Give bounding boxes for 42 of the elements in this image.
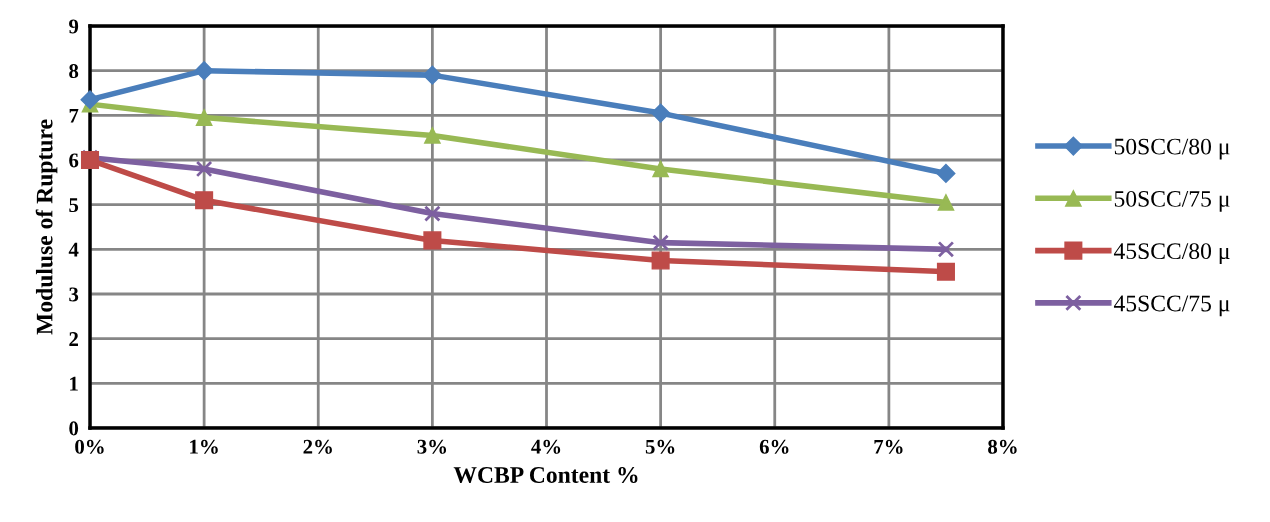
point: [423, 231, 442, 250]
point: [937, 194, 955, 211]
x-tick-label: 1%: [190, 439, 218, 454]
x-tick-label: 4%: [531, 439, 561, 454]
y-axis-title: Moduluse of Rupture: [35, 119, 58, 335]
point: [651, 103, 671, 123]
y-tick-label: 8: [69, 64, 79, 79]
point: [937, 241, 955, 258]
point: [652, 234, 669, 251]
point: [80, 90, 100, 110]
y-tick-label: 6: [69, 153, 79, 168]
x-tick-label: 3%: [417, 439, 447, 454]
x-tick-label: 6%: [759, 439, 789, 454]
x-tick-label: 5%: [645, 439, 675, 454]
x-axis-title: WCBP Content %: [453, 467, 638, 484]
point: [424, 205, 441, 222]
legend-label: 50SCC/80 μ: [1114, 138, 1230, 160]
y-tick-label: 5: [69, 198, 79, 213]
x-tick-label: 7%: [874, 439, 903, 454]
x-tick-label: 0%: [75, 439, 104, 454]
y-tick-label: 7: [69, 108, 79, 123]
point: [195, 160, 213, 178]
x-tick-label: 2%: [303, 439, 332, 454]
y-tick-label: 0: [69, 421, 79, 436]
y-tick-label: 2: [69, 332, 78, 346]
y-tick-label: 9: [69, 19, 79, 34]
point: [195, 191, 214, 210]
x-tick-label: 8%: [988, 439, 1017, 454]
point: [936, 262, 955, 281]
legend-label: 50SCC/75 μ: [1114, 190, 1230, 212]
point: [652, 160, 669, 178]
y-tick-label: 1: [70, 376, 78, 391]
point: [422, 65, 442, 85]
point: [194, 61, 214, 81]
legend-label: 45SCC/80 μ: [1113, 243, 1230, 264]
y-tick-label: 3: [69, 287, 79, 302]
point: [936, 163, 956, 183]
point: [651, 251, 670, 270]
y-tick-label: 4: [68, 242, 79, 257]
point: [195, 109, 213, 126]
point: [424, 127, 441, 144]
legend-label: 45SCC/75 μ: [1113, 295, 1230, 317]
